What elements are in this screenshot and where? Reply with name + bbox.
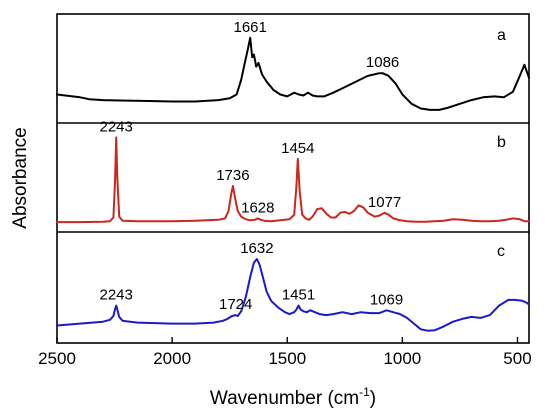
peak-label-b-1628: 1628: [241, 199, 274, 216]
panel-letter-c: c: [497, 243, 505, 260]
peak-label-a-1661: 1661: [234, 19, 267, 36]
peak-label-c-1632: 1632: [240, 240, 273, 257]
peak-label-b-1454: 1454: [281, 140, 314, 157]
peak-labels-b: 2243 1736 1628 1454 1077: [100, 119, 402, 217]
peak-label-c-2243: 2243: [100, 287, 133, 304]
x-tick-label-2500: 2500: [38, 349, 76, 368]
peak-label-c-1724: 1724: [219, 296, 252, 313]
x-axis-label-close: ): [370, 388, 376, 409]
panel-c: 2243 1724 1632 1451 1069 c: [56, 240, 530, 332]
series-line-c: [56, 258, 530, 332]
series-line-b: [56, 136, 530, 224]
series-line-a: [56, 36, 530, 111]
x-tick-label-1000: 1000: [383, 349, 421, 368]
x-axis-label-text: Wavenumber (cm: [210, 388, 359, 409]
peak-label-b-1736: 1736: [216, 167, 249, 184]
x-tick-label-1500: 1500: [268, 349, 306, 368]
x-axis-label-sup: -1: [359, 385, 370, 399]
peak-label-b-2243: 2243: [100, 119, 133, 136]
x-tick-label-2000: 2000: [153, 349, 191, 368]
peak-labels-a: 1661 1086: [234, 19, 400, 71]
peak-labels-c: 2243 1724 1632 1451 1069: [100, 240, 404, 313]
x-axis-label: Wavenumber (cm-1): [210, 385, 376, 409]
panel-letter-a: a: [497, 27, 506, 44]
peak-label-c-1069: 1069: [370, 291, 403, 308]
x-axis: 2500 2000 1500 1000 500: [38, 337, 532, 368]
plot-frame: [56, 13, 530, 344]
x-tick-label-500: 500: [503, 349, 531, 368]
peak-label-b-1077: 1077: [368, 194, 401, 211]
panel-letter-b: b: [497, 134, 506, 151]
peak-label-a-1086: 1086: [366, 54, 399, 71]
panel-a: 1661 1086 a: [56, 19, 530, 111]
panel-b: 2243 1736 1628 1454 1077 b: [56, 119, 530, 224]
y-axis-label: Absorbance: [10, 127, 31, 228]
peak-label-c-1451: 1451: [282, 287, 315, 304]
